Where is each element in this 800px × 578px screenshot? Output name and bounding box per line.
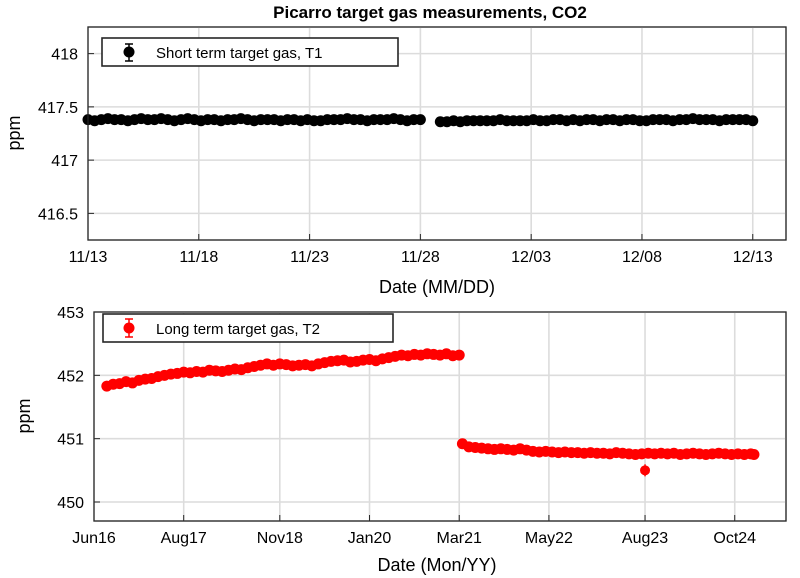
chart2-xtick-label: Oct24 (713, 530, 756, 547)
chart2-ytick-label: 452 (57, 368, 84, 385)
chart1-xtick-label: 11/28 (401, 249, 440, 266)
chart1-ytick-label: 417.5 (38, 100, 78, 117)
chart2-ticks: Jun16 Aug17 Nov18 Jan20 Mar21 May22 Aug23 Oct24… (57, 305, 756, 547)
chart1-ylabel: ppm (4, 115, 24, 150)
chart2-outlier-point (640, 465, 651, 476)
chart1-ytick-label: 417 (51, 153, 78, 170)
chart1-ticks: 11/13 11/18 11/23 11/28 12/03 12/08 12/13 416.5… (38, 47, 773, 266)
chart2-frame (93, 311, 787, 522)
chart2-xtick-label: Jan20 (348, 530, 392, 547)
chart2-xtick-label: Mar21 (437, 530, 482, 547)
chart1-xtick-label: 11/18 (179, 249, 218, 266)
chart1-legend-marker (123, 46, 135, 58)
chart1-legend: Short term target gas, T1 (101, 37, 399, 67)
chart1-data-point (747, 115, 759, 127)
chart1-ytick-label: 418 (51, 47, 78, 64)
chart1-xtick-label: 12/08 (622, 249, 662, 266)
chart2-xtick-label: Nov18 (257, 530, 303, 547)
chart2-data-point (453, 349, 465, 361)
chart1-xlabel: Date (MM/DD) (379, 277, 495, 297)
chart2-data-point (748, 449, 760, 460)
chart1-ytick-label: 416.5 (38, 206, 78, 223)
chart-short-term: 11/13 11/18 11/23 11/28 12/03 12/08 12/13 416.5… (4, 26, 787, 297)
chart2-legend: Long term target gas, T2 (102, 313, 394, 343)
chart2-ytick-label: 451 (57, 432, 84, 449)
chart2-ylabel: ppm (14, 398, 34, 433)
chart2-xlabel: Date (Mon/YY) (377, 555, 496, 575)
chart2-ytick-label: 450 (57, 495, 84, 512)
chart1-points (82, 113, 759, 128)
chart1-frame (87, 26, 787, 241)
chart-long-term: Jun16 Aug17 Nov18 Jan20 Mar21 May22 Aug23 Oct24… (14, 305, 787, 575)
chart1-xtick-label: 11/23 (290, 249, 329, 266)
chart2-background (93, 311, 787, 522)
chart1-legend-box (101, 37, 399, 67)
chart2-xtick-label: May22 (525, 530, 573, 547)
chart2-xtick-label: Jun16 (72, 530, 116, 547)
figure-title: Picarro target gas measurements, CO2 (273, 3, 587, 22)
chart2-xtick-label: Aug23 (622, 530, 668, 547)
chart2-legend-box (102, 313, 394, 343)
chart2-points (101, 348, 760, 477)
chart2-xtick-label: Aug17 (161, 530, 207, 547)
chart1-legend-label: Short term target gas, T1 (156, 45, 322, 62)
chart2-legend-label: Long term target gas, T2 (156, 321, 320, 338)
chart2-legend-marker (123, 322, 135, 334)
chart1-xtick-label: 11/13 (69, 249, 108, 266)
chart1-xtick-label: 12/13 (733, 249, 773, 266)
chart1-data-point (414, 114, 426, 126)
chart2-ytick-label: 453 (57, 305, 84, 322)
chart1-xtick-label: 12/03 (511, 249, 551, 266)
